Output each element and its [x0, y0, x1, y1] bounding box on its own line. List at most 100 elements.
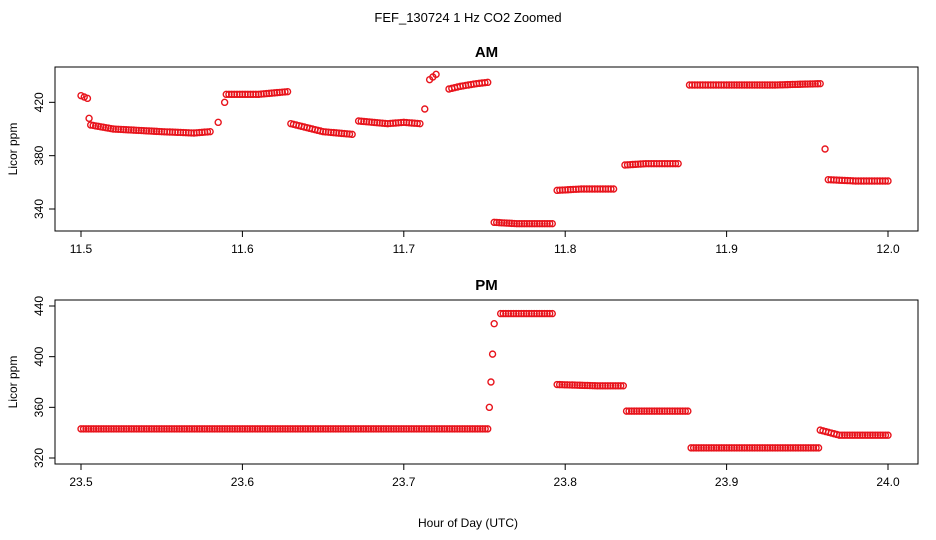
am-data-point: [490, 218, 498, 227]
pm-data-point: [397, 425, 405, 433]
pm-data-point: [733, 444, 741, 452]
am-data-point: [806, 80, 814, 88]
pm-data-point: [319, 425, 327, 433]
am-data-point: [345, 130, 354, 138]
pm-data-point: [668, 407, 677, 415]
pm-data-point: [246, 425, 254, 433]
am-y-axis-label: Licor ppm: [6, 123, 20, 176]
am-data-point: [129, 126, 138, 134]
am-data-point: [348, 130, 356, 139]
pm-data-point: [735, 444, 744, 452]
pm-data-point: [107, 425, 115, 433]
pm-data-point: [304, 425, 312, 433]
am-data-point: [745, 81, 754, 89]
pm-data-point: [349, 425, 358, 433]
am-data-point: [722, 81, 731, 89]
pm-data-point: [791, 444, 800, 452]
pm-data-point: [807, 444, 815, 452]
pm-data-point: [173, 425, 181, 433]
am-data-point: [773, 81, 782, 89]
pm-data-point: [650, 407, 659, 415]
pm-data-point: [705, 444, 713, 452]
pm-data-point: [609, 382, 617, 390]
pm-data-point: [112, 425, 121, 433]
pm-data-point: [354, 425, 363, 433]
pm-data-point: [761, 444, 769, 452]
pm-data-point: [314, 425, 322, 433]
pm-data-point: [640, 407, 648, 415]
pm-data-point: [231, 425, 239, 433]
pm-data-point: [560, 381, 569, 389]
pm-data-point: [461, 425, 469, 433]
pm-data-point: [728, 444, 736, 452]
pm-data-point: [583, 381, 592, 390]
pm-data-point: [835, 431, 844, 439]
pm-data-point: [730, 444, 738, 452]
pm-data-point: [655, 407, 664, 415]
pm-data-point: [466, 425, 474, 433]
pm-x-tick-label: 23.6: [231, 475, 255, 489]
pm-data-point: [622, 407, 631, 415]
am-data-point: [803, 80, 812, 88]
pm-data-point: [261, 425, 269, 433]
pm-data-point: [84, 425, 93, 433]
am-data-point: [725, 81, 733, 89]
pm-data-point: [697, 444, 705, 452]
am-data-point: [432, 70, 440, 79]
pm-data-point: [619, 382, 628, 390]
pm-data-point: [758, 444, 767, 452]
pm-data-point: [673, 407, 682, 415]
am-data-point: [763, 81, 772, 89]
pm-data-point: [390, 425, 398, 433]
am-data-point: [758, 81, 766, 89]
am-data-point: [796, 80, 804, 88]
am-data-point: [881, 177, 890, 185]
pm-panel: PM 23.5 23.6 23.7 23.8 23.9 24.0 320 360 400 440 Li…: [6, 277, 919, 489]
pm-data-point: [573, 381, 582, 389]
pm-data-point: [799, 444, 807, 452]
pm-data-point: [142, 425, 151, 433]
pm-data-point: [233, 425, 242, 433]
pm-y-axis-label: Licor ppm: [6, 356, 20, 409]
am-data-point: [147, 127, 156, 135]
pm-data-point: [337, 425, 345, 433]
pm-data-point: [786, 444, 795, 452]
am-data-point: [761, 81, 769, 89]
pm-data-point: [812, 444, 820, 452]
pm-data-point: [266, 425, 274, 433]
am-data-point: [503, 219, 511, 227]
pm-data-point: [874, 431, 882, 439]
pm-data-point: [712, 444, 721, 452]
pm-data-point: [496, 309, 505, 318]
pm-data-point: [635, 407, 643, 415]
am-data-point: [152, 127, 161, 136]
am-data-point: [85, 114, 93, 123]
am-x-tick-label: 11.9: [715, 242, 738, 256]
am-panel-title: AM: [475, 44, 498, 61]
pm-data-point: [79, 425, 88, 433]
am-data-point: [788, 80, 797, 89]
pm-data-point: [809, 444, 818, 452]
pm-data-point: [884, 431, 892, 439]
pm-data-point: [804, 444, 813, 452]
pm-data-point: [256, 425, 264, 433]
am-x-tick-label: 11.6: [231, 242, 254, 256]
pm-data-point: [463, 425, 472, 433]
pm-data-point: [663, 407, 671, 415]
am-data-point: [481, 78, 489, 87]
pm-data-point: [515, 309, 523, 318]
pm-data-point: [700, 444, 708, 452]
pm-data-point: [334, 425, 342, 433]
pm-data-point: [458, 425, 466, 433]
pm-data-point: [512, 309, 520, 318]
am-data-point: [740, 81, 749, 89]
am-y-tick-label: 340: [32, 199, 46, 219]
pm-data-point: [533, 309, 541, 318]
pm-data-point: [578, 381, 587, 390]
pm-data-point: [546, 309, 554, 318]
am-data-point: [727, 81, 736, 89]
am-data-point: [748, 81, 756, 89]
pm-data-point: [738, 444, 746, 452]
pm-data-point: [155, 425, 163, 433]
pm-data-point: [180, 425, 189, 433]
